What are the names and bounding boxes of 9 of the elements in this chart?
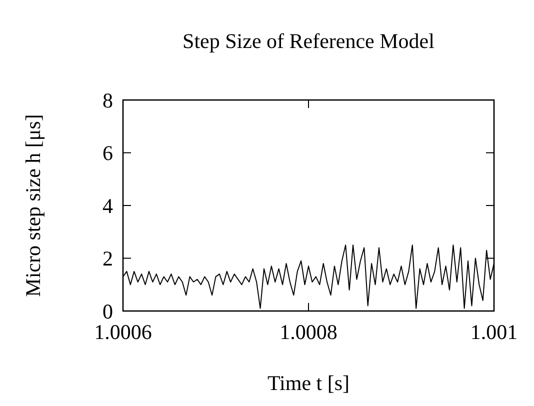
- y-axis-title: Micro step size h [μs]: [21, 114, 45, 297]
- x-tick-label: 1.0008: [280, 320, 338, 344]
- y-tick-label: 8: [102, 88, 113, 112]
- x-axis-title: Time t [s]: [267, 371, 350, 395]
- x-tick-label: 1.001: [470, 320, 518, 344]
- y-tick-label: 6: [102, 141, 113, 166]
- y-tick-label: 4: [102, 194, 114, 218]
- y-tick-label: 2: [102, 246, 113, 271]
- chart-title: Step Size of Reference Model: [182, 29, 435, 53]
